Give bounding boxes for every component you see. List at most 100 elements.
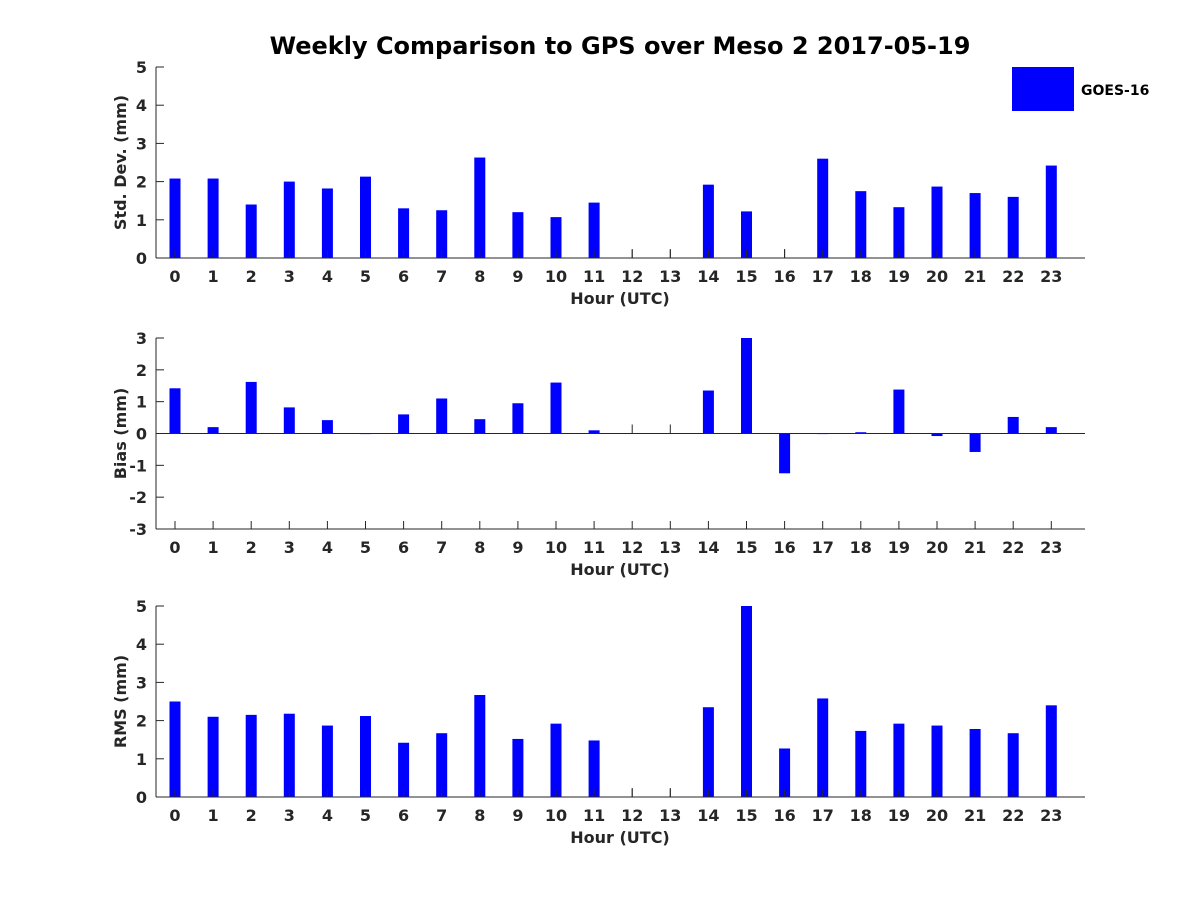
rms-bar-3 [283, 713, 295, 797]
rms-xtick-label: 8 [474, 806, 485, 825]
bias-xtick-label: 8 [474, 538, 485, 557]
legend-swatch [1012, 67, 1074, 111]
rms-xtick-label: 3 [284, 806, 295, 825]
bias-bar-7 [436, 398, 448, 434]
std-dev-xtick-label: 1 [208, 267, 219, 286]
std-dev-bar-4 [321, 188, 333, 258]
bias-bar-22 [1007, 416, 1019, 434]
bias-xtick-label: 23 [1040, 538, 1062, 557]
rms-xtick-label: 22 [1002, 806, 1024, 825]
std-dev-xtick-label: 9 [512, 267, 523, 286]
bias-bar-11 [588, 430, 600, 434]
std-dev-xtick-label: 2 [246, 267, 257, 286]
bias-xtick-label: 11 [583, 538, 605, 557]
std-dev-bar-7 [436, 210, 448, 258]
std-dev-bar-1 [207, 178, 219, 258]
rms-ytick-label: 3 [136, 673, 147, 692]
rms-xtick-label: 2 [246, 806, 257, 825]
rms-ytick-label: 1 [136, 750, 147, 769]
bias-xtick-label: 16 [773, 538, 795, 557]
rms-ytick-label: 5 [136, 597, 147, 616]
std-dev-ytick-label: 4 [136, 96, 147, 115]
std-dev-xtick-label: 22 [1002, 267, 1024, 286]
bias-bar-15 [741, 338, 752, 434]
std-dev-ytick-label: 0 [136, 249, 147, 268]
rms-xtick-label: 18 [850, 806, 872, 825]
bias-xtick-label: 7 [436, 538, 447, 557]
rms-bar-0 [169, 701, 181, 797]
std-dev-xtick-label: 13 [659, 267, 681, 286]
bias-xtick-label: 1 [208, 538, 219, 557]
bias-xtick-label: 19 [888, 538, 910, 557]
rms-xtick-label: 20 [926, 806, 948, 825]
std-dev-bar-22 [1007, 196, 1019, 258]
rms-ytick-label: 2 [136, 712, 147, 731]
bias-xtick-label: 10 [545, 538, 567, 557]
rms-xtick-label: 12 [621, 806, 643, 825]
bias-bar-4 [321, 420, 333, 434]
bias-bar-21 [969, 433, 981, 452]
bias-ytick-label: 3 [136, 329, 147, 348]
std-dev-bar-11 [588, 202, 600, 258]
std-dev-xtick-label: 15 [735, 267, 757, 286]
rms-bar-21 [969, 729, 981, 797]
std-dev-xtick-label: 16 [773, 267, 795, 286]
std-dev-xtick-label: 21 [964, 267, 986, 286]
bias-bar-1 [207, 427, 219, 434]
std-dev-bar-18 [855, 191, 867, 258]
bias-xtick-label: 2 [246, 538, 257, 557]
std-dev-bar-10 [550, 217, 562, 258]
rms-bar-11 [588, 740, 600, 797]
std-dev-bar-14 [702, 184, 714, 258]
bias-xtick-label: 14 [697, 538, 719, 557]
rms-xtick-label: 4 [322, 806, 333, 825]
bias-bar-19 [893, 389, 905, 434]
bias-ytick-label: 2 [136, 361, 147, 380]
rms-xtick-label: 16 [773, 806, 795, 825]
std-dev-bar-8 [474, 157, 486, 258]
rms-bar-8 [474, 695, 486, 797]
std-dev-xtick-label: 12 [621, 267, 643, 286]
bias-ytick-label: 0 [136, 425, 147, 444]
rms-bar-20 [931, 725, 943, 797]
rms-xtick-label: 10 [545, 806, 567, 825]
rms-xtick-label: 17 [812, 806, 834, 825]
rms-xtick-label: 11 [583, 806, 605, 825]
bias-xtick-label: 3 [284, 538, 295, 557]
rms-bar-6 [398, 742, 410, 797]
bias-bar-3 [283, 407, 295, 434]
std-dev-xtick-label: 8 [474, 267, 485, 286]
rms-bar-18 [855, 730, 867, 797]
std-dev-xtick-label: 6 [398, 267, 409, 286]
bias-xtick-label: 13 [659, 538, 681, 557]
std-dev-ytick-label: 1 [136, 211, 147, 230]
rms-xtick-label: 6 [398, 806, 409, 825]
bias-bar-16 [779, 433, 791, 474]
std-dev-bar-0 [169, 178, 181, 258]
legend: GOES-16 [1012, 67, 1149, 111]
rms-bar-2 [245, 714, 257, 797]
bias-bar-10 [550, 382, 562, 434]
std-dev-xtick-label: 23 [1040, 267, 1062, 286]
rms-xtick-label: 5 [360, 806, 371, 825]
bias-bar-2 [245, 381, 257, 434]
bias-bar-8 [474, 419, 486, 434]
rms-xtick-label: 23 [1040, 806, 1062, 825]
rms-xtick-label: 15 [735, 806, 757, 825]
std-dev-bar-5 [360, 176, 371, 258]
rms-bar-10 [550, 723, 562, 797]
rms-xtick-label: 14 [697, 806, 719, 825]
std-dev-bar-9 [512, 212, 524, 258]
chart-title: Weekly Comparison to GPS over Meso 2 201… [270, 32, 971, 60]
std-dev-bar-17 [817, 158, 829, 258]
rms-bar-5 [360, 716, 371, 797]
std-dev-bar-23 [1045, 165, 1057, 258]
std-dev-xtick-label: 14 [697, 267, 719, 286]
rms-xtick-label: 1 [208, 806, 219, 825]
rms-bar-19 [893, 723, 905, 797]
bias-xtick-label: 0 [169, 538, 180, 557]
bias-xtick-label: 18 [850, 538, 872, 557]
bias-bar-6 [398, 414, 410, 434]
